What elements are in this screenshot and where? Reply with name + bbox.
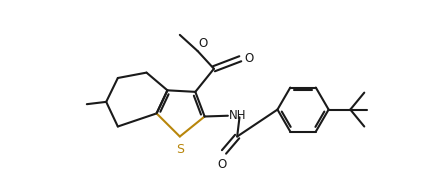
Text: NH: NH: [229, 109, 246, 122]
Text: O: O: [199, 37, 208, 50]
Text: S: S: [177, 143, 184, 156]
Text: O: O: [218, 158, 227, 171]
Text: O: O: [244, 52, 253, 65]
